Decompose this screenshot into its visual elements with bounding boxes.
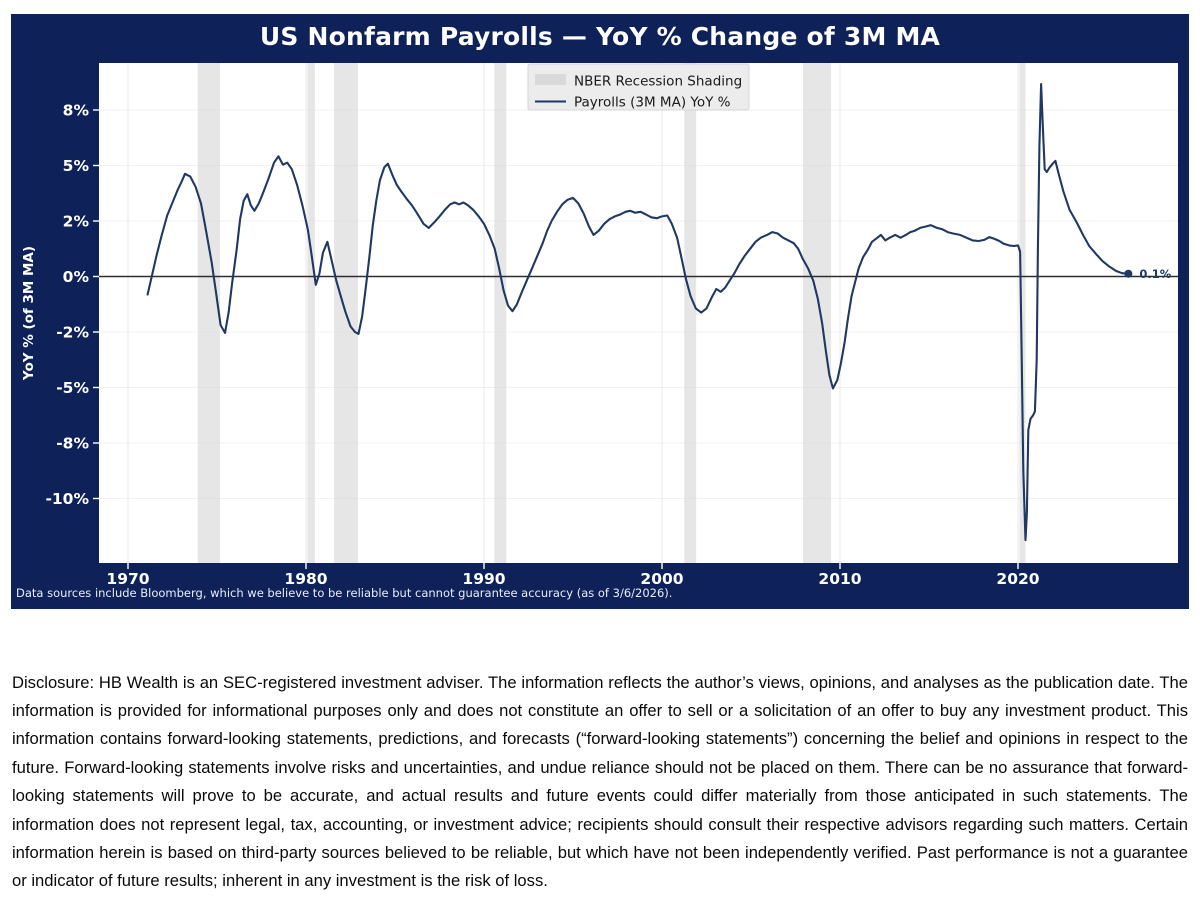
x-tick-label: 2010 [818,570,861,588]
x-tick-label: 1970 [106,570,149,588]
y-axis-tick-labels: 8% 5% 2% 0% -2% -5% -8% -10% [45,102,89,509]
y-tick-label: 5% [63,157,90,175]
y-tick-label: -8% [56,435,89,453]
end-annotation-label: 0.1% [1139,267,1171,281]
disclosure-text: Disclosure: HB Wealth is an SEC-register… [12,672,1188,891]
recession-band [307,63,315,563]
plot-area [99,63,1178,563]
recession-bands [197,63,1026,563]
y-axis-ticks [93,109,99,500]
end-marker [1124,269,1133,278]
legend-box [527,63,750,111]
x-axis-ticks [127,563,1019,569]
y-tick-label: 8% [63,102,90,120]
x-tick-label: 2000 [640,570,683,588]
recession-band [494,63,507,563]
y-tick-label: -2% [56,324,89,342]
y-tick-label: -5% [56,379,89,397]
x-tick-label: 2020 [996,570,1039,588]
legend-label-payrolls: Payrolls (3M MA) YoY % [574,95,731,111]
legend-recession-swatch [535,74,566,85]
payrolls-figure: 0.1% 8% 5% 2% 0% -2% -5% -8% -10% 1970 1980 1990 200… [11,14,1189,609]
recession-band [1019,63,1026,563]
recession-band [802,63,832,563]
grid-vertical [127,63,1019,563]
y-tick-label: 2% [63,213,90,231]
x-tick-label: 1990 [462,570,505,588]
y-tick-label: -10% [45,490,89,508]
recession-band [197,63,221,563]
legend-label-recession: NBER Recession Shading [574,74,742,90]
data-source-note: Data sources include Bloomberg, which we… [16,586,673,600]
x-tick-label: 1980 [284,570,327,588]
chart-title: US Nonfarm Payrolls — YoY % Change of 3M… [259,22,941,51]
payrolls-line [146,83,1130,542]
y-tick-label: 0% [63,268,90,286]
recession-band [684,63,697,563]
payrolls-chart: 0.1% 8% 5% 2% 0% -2% -5% -8% -10% 1970 1980 1990 200… [21,63,1178,588]
y-axis-title: YoY % (of 3M MA) [21,246,37,381]
chart-legend: NBER Recession Shading Payrolls (3M MA) Y… [527,63,750,111]
x-axis-tick-labels: 1970 1980 1990 2000 2010 2020 [106,570,1039,588]
